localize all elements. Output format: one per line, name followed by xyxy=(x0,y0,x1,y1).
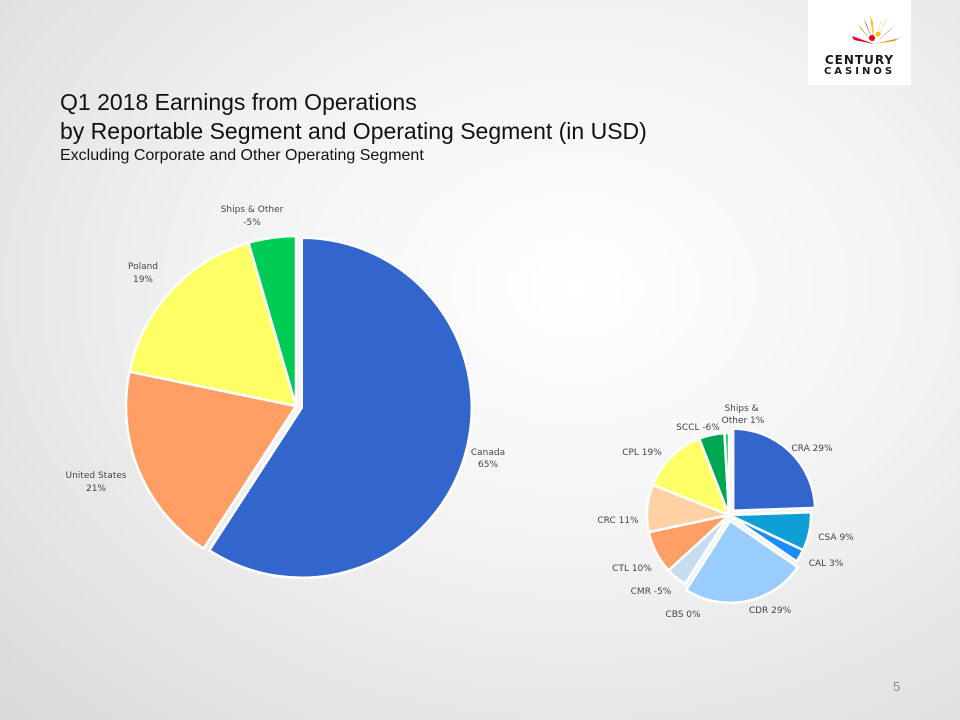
page-number: 5 xyxy=(893,679,901,694)
slice-label-ships-other: Ships & Other xyxy=(221,205,284,215)
slice-label-cbs: CBS 0% xyxy=(665,610,701,620)
slice-label-cdr: CDR 29% xyxy=(749,606,792,616)
pie-slice-cra xyxy=(731,427,817,512)
operating-segment-pie xyxy=(645,427,817,605)
slice-value-ships-other: -5% xyxy=(243,218,261,228)
slice-value-poland: 19% xyxy=(133,275,153,285)
pie-slice-poland xyxy=(128,241,298,408)
ships-other-line-1: Ships & xyxy=(724,404,758,414)
pie-slice-cal xyxy=(728,513,805,564)
reportable-segment-pie xyxy=(124,234,474,579)
slice-label-ships-other-small: Ships & Other 1% xyxy=(722,404,765,426)
subtitle: Excluding Corporate and Other Operating … xyxy=(60,147,424,164)
title-line-1: Q1 2018 Earnings from Operations xyxy=(60,89,417,115)
logo-word-casinos: CASINOS xyxy=(823,66,896,77)
slice-label-cpl: CPL 19% xyxy=(622,448,662,458)
logo-burst-icon xyxy=(852,16,900,44)
title-line-2: by Reportable Segment and Operating Segm… xyxy=(60,118,647,144)
pie-slice-cdr xyxy=(684,519,800,605)
pie-slice-ships-other xyxy=(246,234,298,407)
ships-other-line-2: Other 1% xyxy=(722,416,765,426)
slice-value-united-states: 21% xyxy=(86,484,106,494)
slice-label-canada: Canada xyxy=(471,448,505,458)
pie-slice-canada xyxy=(207,236,474,579)
slice-label-csa: CSA 9% xyxy=(818,533,854,543)
slice-label-cra: CRA 29% xyxy=(791,444,833,454)
slice-label-cal: CAL 3% xyxy=(809,559,844,569)
slice-label-united-states: United States xyxy=(66,471,127,481)
slice-label-poland: Poland xyxy=(128,262,158,272)
logo-word-century: CENTURY xyxy=(824,53,895,67)
operating-segment-labels: CRA 29% CSA 9% CAL 3% CDR 29% CBS 0% CMR… xyxy=(597,404,854,620)
pie-slice-ships-other xyxy=(723,431,731,516)
pie-slice-united-states xyxy=(124,370,299,551)
slice-label-crc: CRC 11% xyxy=(597,516,639,526)
slice-value-canada: 65% xyxy=(478,460,498,470)
company-logo: CENTURY CASINOS xyxy=(808,0,911,85)
slide-title: Q1 2018 Earnings from Operations by Repo… xyxy=(60,88,647,166)
slice-label-sccl: SCCL -6% xyxy=(676,423,720,433)
slice-label-ctl: CTL 10% xyxy=(612,564,652,574)
pie-slice-cpl xyxy=(651,436,732,518)
reportable-segment-labels: Canada 65% United States 21% Poland 19% … xyxy=(66,205,506,494)
slice-label-cmr: CMR -5% xyxy=(631,587,672,597)
